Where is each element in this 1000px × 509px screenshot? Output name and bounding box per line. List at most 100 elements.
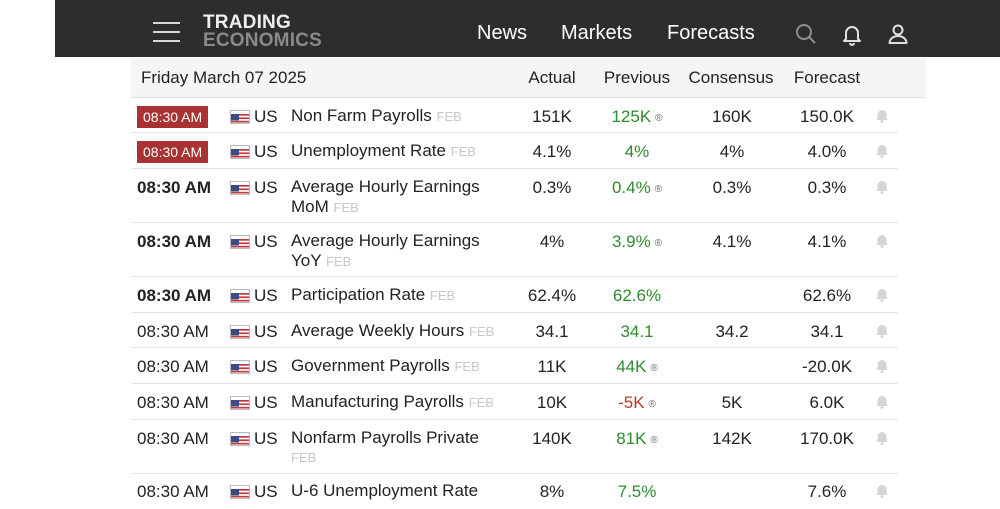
event-country: US [254, 482, 278, 501]
calendar-table: 08:30 AM US Non Farm Payrolls FEB 151K 1… [131, 98, 898, 509]
nav-markets-link[interactable]: Markets [561, 22, 633, 44]
event-country: US [254, 357, 278, 376]
event-time: 08:30 AM [137, 141, 209, 163]
alert-bell-icon[interactable] [874, 286, 890, 302]
us-flag-icon [230, 145, 250, 159]
us-flag-icon [230, 360, 250, 374]
event-country: US [254, 232, 278, 251]
previous-value-cell: 44K ® [587, 357, 687, 377]
event-name: Average Weekly Hours [291, 321, 465, 340]
forecast-value: 6.0K [809, 393, 845, 412]
previous-value-cell: 7.5% [587, 482, 687, 502]
alert-bell-icon[interactable] [874, 357, 890, 373]
site-logo[interactable]: TRADING ECONOMICS [203, 13, 322, 51]
forecast-value: 4.1% [807, 232, 847, 251]
previous-value: 81K [616, 429, 647, 448]
consensus-value: 4% [719, 142, 745, 161]
forecast-value: 0.3% [807, 178, 847, 197]
table-row[interactable]: 08:30 AM US Non Farm Payrolls FEB 151K 1… [131, 98, 898, 133]
table-row[interactable]: 08:30 AM US Participation Rate FEB 62.4%… [131, 277, 898, 313]
bell-icon[interactable] [840, 22, 864, 46]
previous-value: 34.1 [620, 322, 654, 341]
previous-value: 4% [624, 142, 650, 161]
event-reference: FEB [468, 395, 494, 410]
previous-value-cell: 0.4% ® [587, 178, 687, 198]
alert-bell-icon[interactable] [874, 322, 890, 338]
event-name-link[interactable]: Nonfarm Payrolls Private FEB [291, 428, 506, 468]
actual-value: 10K [536, 393, 568, 412]
event-name-link[interactable]: Manufacturing Payrolls FEB [291, 392, 506, 413]
event-country: US [254, 142, 278, 161]
alert-bell-icon[interactable] [874, 393, 890, 409]
revised-icon: ® [650, 435, 658, 446]
previous-value-cell: 81K ® [587, 429, 687, 449]
revised-icon: ® [655, 113, 663, 124]
consensus-value: 4.1% [712, 232, 752, 251]
event-name: Manufacturing Payrolls [291, 392, 464, 411]
column-header-previous[interactable]: Previous [603, 68, 671, 87]
table-row[interactable]: 08:30 AM US U-6 Unemployment Rate 8% 7.5… [131, 474, 898, 509]
event-time: 08:30 AM [137, 357, 209, 376]
forecast-value: 62.6% [802, 286, 852, 305]
consensus-value: 0.3% [712, 178, 752, 197]
alert-bell-icon[interactable] [874, 178, 890, 194]
event-name-link[interactable]: Average Weekly Hours FEB [291, 321, 506, 342]
consensus-value: 142K [712, 429, 752, 448]
alert-bell-icon[interactable] [874, 142, 890, 158]
forecast-value: 150.0K [800, 107, 854, 126]
event-reference: FEB [454, 359, 480, 374]
event-name-link[interactable]: Participation Rate FEB [291, 285, 506, 306]
table-row[interactable]: 08:30 AM US Average Hourly Earnings YoY … [131, 223, 898, 277]
revised-icon: ® [654, 238, 663, 249]
table-row[interactable]: 08:30 AM US Unemployment Rate FEB 4.1% 4… [131, 133, 898, 169]
event-name-link[interactable]: Non Farm Payrolls FEB [291, 106, 506, 127]
alert-bell-icon[interactable] [874, 107, 890, 123]
event-reference: FEB [326, 254, 352, 269]
user-icon[interactable] [886, 22, 910, 46]
us-flag-icon [230, 181, 250, 195]
menu-icon[interactable] [153, 22, 180, 44]
revised-icon: ® [654, 184, 663, 195]
event-name-link[interactable]: Average Hourly Earnings YoY FEB [291, 231, 506, 272]
event-name: U-6 Unemployment Rate [291, 481, 479, 500]
alert-bell-icon[interactable] [874, 429, 890, 445]
actual-value: 4.1% [532, 142, 572, 161]
search-icon[interactable] [794, 22, 818, 46]
alert-bell-icon[interactable] [874, 232, 890, 248]
column-header-consensus[interactable]: Consensus [688, 68, 774, 87]
us-flag-icon [230, 289, 250, 303]
consensus-value: 5K [721, 393, 743, 412]
actual-value: 4% [539, 232, 565, 251]
previous-value-cell: 125K ® [587, 107, 687, 127]
logo-line-2: ECONOMICS [203, 30, 322, 51]
revised-icon: ® [648, 399, 656, 410]
calendar-header-row: Friday March 07 2025 Actual Previous Con… [131, 58, 926, 98]
table-row[interactable]: 08:30 AM US Average Hourly Earnings MoM … [131, 169, 898, 223]
consensus-value: 160K [712, 107, 752, 126]
table-row[interactable]: 08:30 AM US Nonfarm Payrolls Private FEB… [131, 420, 898, 474]
event-reference: FEB [436, 109, 462, 124]
calendar-date: Friday March 07 2025 [141, 68, 307, 87]
table-row[interactable]: 08:30 AM US Average Weekly Hours FEB 34.… [131, 313, 898, 348]
forecast-value: 4.0% [807, 142, 847, 161]
previous-value: 7.5% [617, 482, 657, 501]
table-row[interactable]: 08:30 AM US Manufacturing Payrolls FEB 1… [131, 384, 898, 420]
us-flag-icon [230, 110, 250, 124]
event-name-link[interactable]: Average Hourly Earnings MoM FEB [291, 177, 506, 218]
alert-bell-icon[interactable] [874, 482, 890, 498]
event-name-link[interactable]: U-6 Unemployment Rate [291, 481, 506, 501]
event-reference: FEB [450, 144, 476, 159]
column-header-forecast[interactable]: Forecast [793, 68, 861, 87]
us-flag-icon [230, 485, 250, 499]
table-row[interactable]: 08:30 AM US Government Payrolls FEB 11K … [131, 348, 898, 384]
event-country: US [254, 393, 278, 412]
event-name-link[interactable]: Government Payrolls FEB [291, 356, 506, 377]
actual-value: 62.4% [527, 286, 577, 305]
nav-news-link[interactable]: News [477, 22, 528, 44]
nav-forecasts-link[interactable]: Forecasts [667, 22, 755, 44]
column-header-actual[interactable]: Actual [528, 68, 576, 87]
consensus-value: 34.2 [715, 322, 749, 341]
event-name: Participation Rate [291, 285, 426, 304]
event-name-link[interactable]: Unemployment Rate FEB [291, 141, 506, 162]
event-reference: FEB [333, 200, 359, 215]
